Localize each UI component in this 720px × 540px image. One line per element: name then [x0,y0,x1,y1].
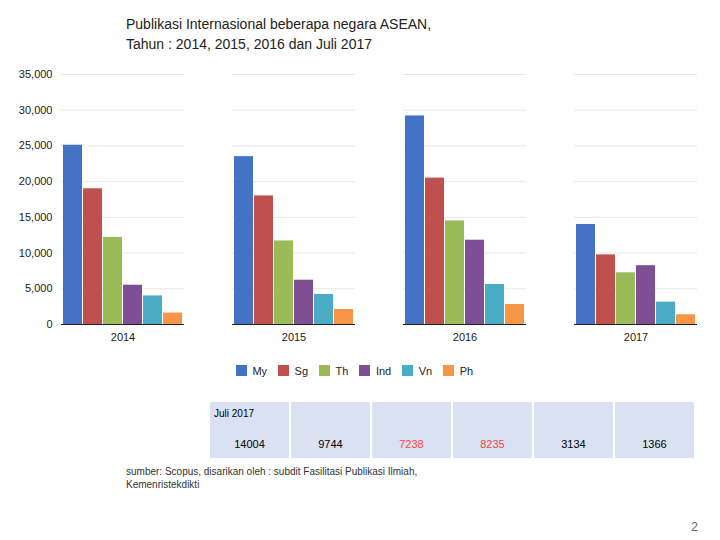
svg-text:2015: 2015 [282,331,306,343]
svg-text:25,000: 25,000 [19,139,53,151]
svg-text:10,000: 10,000 [19,247,53,259]
html-text:Juli 2017: Juli 2017 [214,407,254,419]
html-text:9744: 9744 [318,437,343,450]
html-text:My: My [252,364,268,377]
svg-text:0: 0 [46,318,52,330]
html-text:3134: 3134 [561,437,586,450]
html-text:7238: 7238 [399,437,424,450]
html-text:2: 2 [691,520,698,534]
html-text:Tahun : 2014, 2015, 2016 dan J: Tahun : 2014, 2015, 2016 dan Juli 2017 [126,36,372,52]
html-text:Publikasi Internasional bebera: Publikasi Internasional beberapa negara … [126,16,432,32]
svg-text:35,000: 35,000 [19,68,53,80]
html-text:8235: 8235 [480,437,505,450]
html-text:Vn: Vn [418,364,433,377]
html-text:14004: 14004 [234,437,265,450]
svg-text:2016: 2016 [453,331,477,343]
svg-text:15,000: 15,000 [19,211,53,223]
svg-text:30,000: 30,000 [19,104,53,116]
html-text:Ind: Ind [375,364,392,377]
svg-text:2017: 2017 [624,331,648,343]
svg-text:2014: 2014 [111,331,135,343]
svg-text:5,000: 5,000 [25,282,53,294]
html-text:Sg: Sg [294,364,308,377]
html-text:Ph: Ph [459,364,474,377]
html-text:Th: Th [335,364,349,377]
html-text:sumber: Scopus, disarikan oleh: sumber: Scopus, disarikan oleh : subdit … [126,465,418,490]
svg-text:20,000: 20,000 [19,175,53,187]
html-text:1366: 1366 [642,437,667,450]
